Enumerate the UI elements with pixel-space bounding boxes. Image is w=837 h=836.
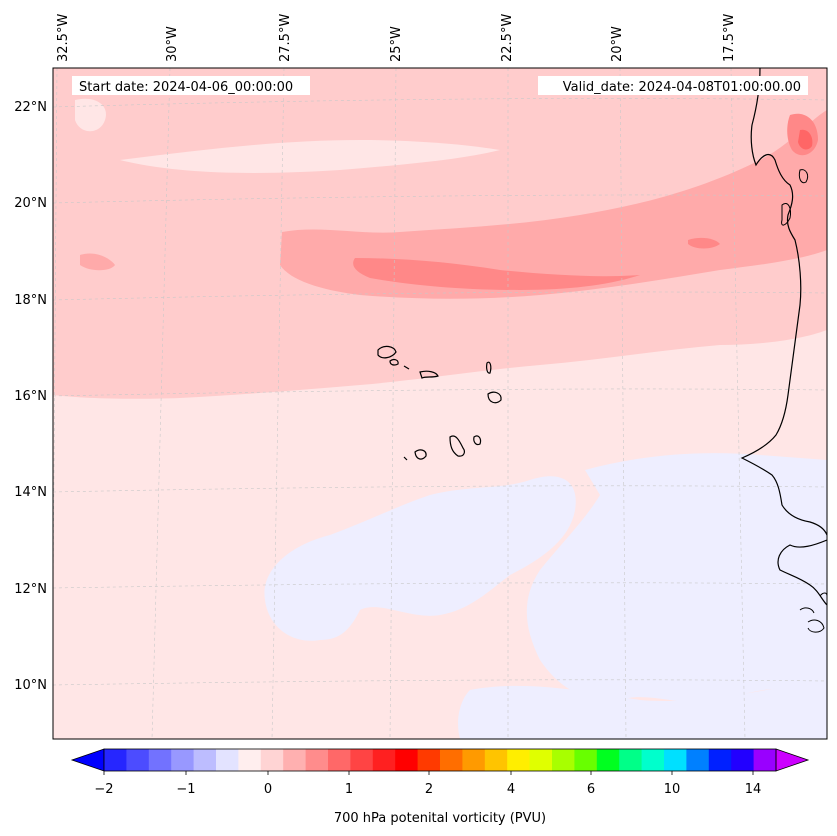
pv-low-patch-northwest xyxy=(75,98,106,132)
colorbar-tick-label: −1 xyxy=(176,782,195,797)
pv-medium-band xyxy=(280,110,827,299)
lon-label-27-5w: 27.5°W xyxy=(278,14,293,62)
colorbar-tick-label: 0 xyxy=(264,782,272,797)
colorbar-tick-label: 1 xyxy=(345,782,353,797)
valid-date-box xyxy=(538,76,808,95)
lat-label-12n: 12°N xyxy=(14,582,47,597)
colorbar-segment xyxy=(507,749,531,771)
colorbar-segments xyxy=(104,749,777,771)
lon-label-17-5w: 17.5°W xyxy=(722,14,737,62)
start-date-label: Start date: 2024-04-06_00:00:00 xyxy=(79,80,293,95)
colorbar-segment xyxy=(708,749,732,771)
lon-label-30w: 30°W xyxy=(165,26,180,62)
colorbar-segment xyxy=(731,749,755,771)
lat-label-16n: 16°N xyxy=(14,389,47,404)
colorbar-segment xyxy=(283,749,307,771)
island-boa-vista xyxy=(487,391,502,404)
pv-strong-streak xyxy=(353,258,640,290)
colorbar-segment xyxy=(238,749,262,771)
longitude-labels: 32.5°W 30°W 27.5°W 25°W 22.5°W 20°W 17.5… xyxy=(56,14,737,62)
lat-label-20n: 20°N xyxy=(14,196,47,211)
pv-negative-area-southeast-tail xyxy=(458,680,827,739)
map-frame xyxy=(52,67,828,740)
colorbar-segment xyxy=(417,749,441,771)
colorbar-segment xyxy=(126,749,150,771)
island-brava xyxy=(403,456,408,461)
colorbar-tick-label: 6 xyxy=(587,782,595,797)
colorbar-segment xyxy=(440,749,463,771)
colorbar-left-extension xyxy=(70,748,105,772)
africa-coast-south xyxy=(777,539,827,606)
lon-label-20w: 20°W xyxy=(610,26,625,62)
colorbar-segment xyxy=(664,749,687,771)
lat-label-18n: 18°N xyxy=(14,293,47,308)
colorbar-segment xyxy=(328,749,351,771)
colorbar-segment xyxy=(596,749,620,771)
lat-label-14n: 14°N xyxy=(14,485,47,500)
colorbar-segment xyxy=(753,749,777,771)
lon-label-32-5w: 32.5°W xyxy=(56,14,71,62)
coast-banc-arguin xyxy=(781,169,809,226)
africa-coastline xyxy=(740,68,827,536)
lat-label-10n: 10°N xyxy=(14,678,47,693)
colorbar-segment xyxy=(305,749,329,771)
pv-strong-patch-east xyxy=(688,237,720,249)
colorbar-tick-label: 4 xyxy=(507,782,515,797)
lon-label-25w: 25°W xyxy=(389,26,404,62)
pv-low-streak-north xyxy=(120,140,500,173)
pv-core-patch-coast xyxy=(798,129,813,150)
colorbar-tick-label: 10 xyxy=(664,782,681,797)
valid-date-label: Valid_date: 2024-04-08T01:00:00.00 xyxy=(563,80,801,95)
colorbar-segment xyxy=(372,749,396,771)
pv-negative-area-southwest xyxy=(264,476,576,641)
colorbar-outline xyxy=(103,748,777,772)
pv-negative-area-south xyxy=(526,453,827,703)
lat-label-22n: 22°N xyxy=(14,100,47,115)
island-fogo xyxy=(414,449,427,460)
map-panel: Start date: 2024-04-06_00:00:00 Valid_da… xyxy=(53,68,827,739)
island-sao-nicolau xyxy=(419,370,439,379)
colorbar-right-extension xyxy=(775,748,810,772)
colorbar-segment xyxy=(216,749,239,771)
cape-verde-islands xyxy=(377,345,502,461)
colorbar-tick-label: −2 xyxy=(94,782,113,797)
colorbar-segment xyxy=(484,749,508,771)
island-santiago xyxy=(449,435,465,457)
colorbar-segment xyxy=(529,749,553,771)
island-santa-luzia xyxy=(403,365,410,370)
colorbar-tick-label: 14 xyxy=(745,782,762,797)
latitude-labels: 22°N 20°N 18°N 16°N 14°N 12°N 10°N xyxy=(14,100,47,693)
colorbar-segment xyxy=(104,749,127,771)
island-sao-vicente xyxy=(389,358,399,366)
colorbar-segment xyxy=(686,749,710,771)
colorbar-segment xyxy=(148,749,172,771)
colorbar-segment xyxy=(619,749,643,771)
colorbar-segment xyxy=(193,749,217,771)
colorbar-segment xyxy=(552,749,575,771)
graticule xyxy=(53,68,827,739)
island-santo-antao xyxy=(377,345,397,359)
colorbar-segment xyxy=(395,749,419,771)
colorbar-segment xyxy=(462,749,486,771)
colorbar-segment xyxy=(574,749,598,771)
lon-label-22-5w: 22.5°W xyxy=(500,14,515,62)
colorbar-segment xyxy=(350,749,374,771)
colorbar-ticks: −2 −1 0 1 2 4 6 10 14 xyxy=(94,771,761,797)
colorbar: −2 −1 0 1 2 4 6 10 14 700 hPa potenital vorticit… xyxy=(70,748,810,826)
pv-medium-patch-west xyxy=(80,253,115,271)
colorbar-segment xyxy=(641,749,665,771)
colorbar-segment xyxy=(171,749,195,771)
colorbar-segment xyxy=(260,749,284,771)
colorbar-label: 700 hPa potenital vorticity (PVU) xyxy=(334,811,546,826)
island-maio xyxy=(473,435,482,446)
colorbar-tick-label: 2 xyxy=(425,782,433,797)
start-date-box xyxy=(72,76,310,95)
island-sal xyxy=(486,361,492,374)
